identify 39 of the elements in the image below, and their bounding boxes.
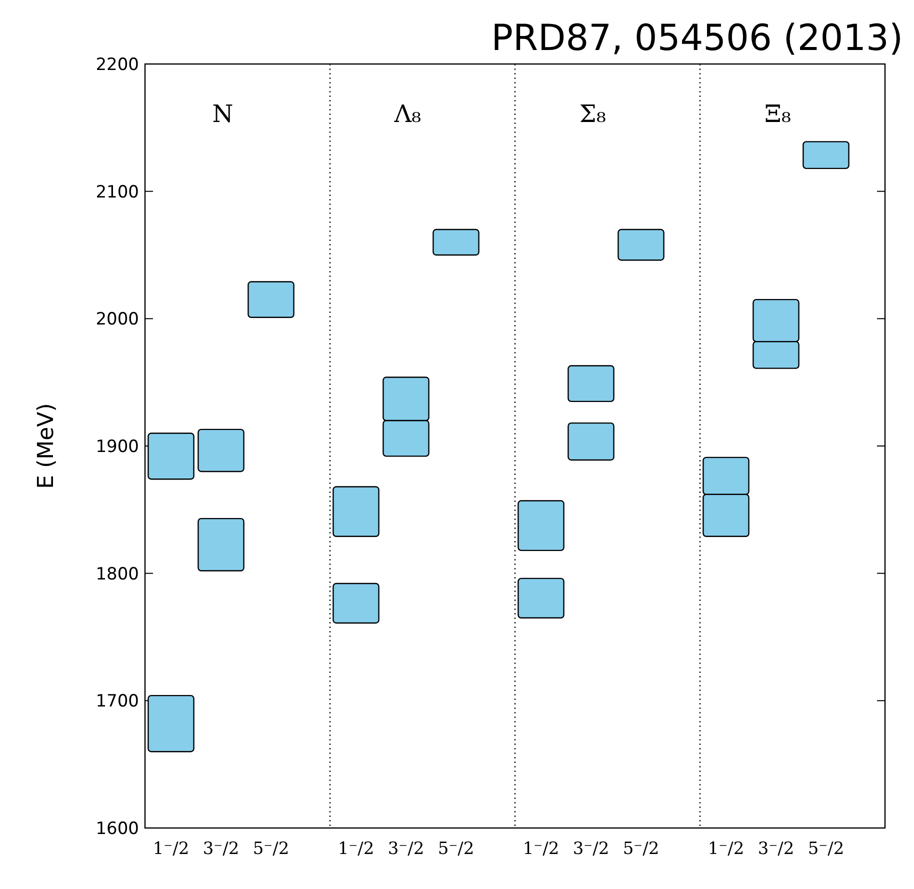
text: PRD87, 054506 (2013): [491, 18, 903, 59]
bar: [198, 428, 244, 472]
text: Σ₈: [579, 100, 606, 128]
x-tick-label: 5⁻/2: [438, 839, 474, 859]
y-tick-label: 2000: [96, 310, 139, 330]
bar: [568, 422, 614, 461]
y-tick-label: 1700: [96, 692, 139, 712]
bar: [802, 141, 850, 170]
bar: [332, 486, 380, 538]
bar: [148, 694, 194, 752]
x-tick-label: 3⁻/2: [388, 839, 424, 859]
bar: [198, 518, 244, 572]
bar: [568, 365, 614, 402]
x-tick-label: 1⁻/2: [338, 839, 374, 859]
bar: [148, 432, 194, 480]
bar: [518, 578, 564, 618]
bar: [518, 500, 564, 552]
y-axis-title: E (MeV): [34, 403, 59, 489]
bar: [332, 582, 380, 624]
y-tick-label: 1900: [96, 437, 139, 457]
bar: [248, 281, 294, 318]
x-tick-label: 5⁻/2: [622, 839, 660, 859]
y-tick-label: 2100: [96, 182, 139, 202]
x-tick-label: 5⁻/2: [808, 839, 844, 859]
x-tick-label: 3⁻/2: [572, 839, 610, 859]
x-tick-label: 5⁻/2: [252, 839, 290, 859]
x-tick-label: 3⁻/2: [758, 839, 794, 859]
bar: [618, 228, 664, 261]
x-tick-label: 3⁻/2: [202, 839, 240, 859]
x-tick-label: 1⁻/2: [152, 839, 190, 859]
x-tick-label: 1⁻/2: [708, 839, 744, 859]
x-tick-label: 1⁻/2: [522, 839, 560, 859]
text: Λ₈: [393, 100, 422, 128]
y-tick-label: 1600: [96, 819, 139, 839]
text: Ξ₈: [764, 100, 791, 128]
y-tick-label: 2200: [96, 55, 139, 75]
bar: [432, 228, 480, 256]
text: N: [212, 100, 234, 128]
y-tick-label: 1800: [96, 564, 139, 584]
